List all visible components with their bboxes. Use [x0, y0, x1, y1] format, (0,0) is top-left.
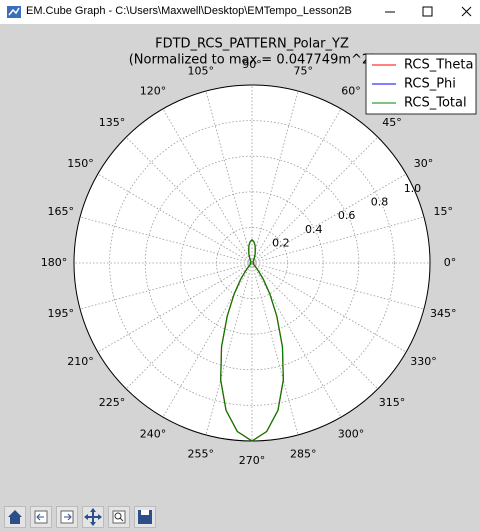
grid-spoke [251, 262, 407, 353]
grid-circle [144, 155, 360, 371]
grid-spoke [79, 262, 253, 310]
window-controls [385, 6, 472, 17]
grid-spoke [251, 262, 342, 418]
back-button[interactable] [30, 506, 52, 528]
angle-tick-label: 45° [382, 116, 402, 129]
grid-spoke [205, 262, 253, 436]
angle-tick-label: 300° [338, 427, 365, 440]
title-bar: EM.Cube Graph - C:\Users\Maxwell\Desktop… [0, 0, 480, 24]
icon [138, 510, 152, 524]
grid-circle [109, 120, 395, 406]
radial-tick-label: 0.8 [371, 196, 389, 209]
radial-tick-label: 0.4 [305, 223, 323, 236]
legend-label: RCS_Theta [404, 58, 473, 73]
angle-tick-label: 135° [99, 116, 126, 129]
icon [60, 510, 74, 524]
app-icon [7, 6, 21, 18]
angle-tick-label: 225° [99, 396, 126, 409]
angle-tick-label: 165° [47, 205, 74, 218]
grid-spoke [97, 173, 253, 264]
angle-tick-label: 120° [140, 85, 167, 98]
grid-spoke [251, 173, 407, 264]
angle-tick-label: 30° [414, 157, 434, 170]
window-title: EM.Cube Graph - C:\Users\Maxwell\Desktop… [26, 5, 352, 17]
angle-tick-label: 15° [434, 205, 454, 218]
grid-spoke [125, 262, 253, 390]
angle-tick-label: 210° [67, 355, 94, 368]
grid-spoke [205, 90, 253, 264]
icon [84, 508, 102, 526]
toolbar [0, 503, 480, 531]
icon [34, 510, 48, 524]
angle-tick-label: 285° [290, 447, 317, 460]
chart-title: FDTD_RCS_PATTERN_Polar_YZ [155, 37, 349, 52]
grid-spoke [251, 90, 299, 264]
close-button[interactable] [461, 6, 472, 17]
series-line [220, 239, 284, 442]
angle-tick-label: 240° [140, 427, 167, 440]
grid-spoke [251, 262, 299, 436]
zoom-button[interactable] [108, 506, 130, 528]
radial-tick-label: 1.0 [404, 182, 422, 195]
angle-tick-label: 60° [341, 85, 361, 98]
icon [112, 510, 126, 524]
angle-tick-label: 0° [444, 256, 457, 269]
radial-tick-label: 0.2 [272, 236, 290, 249]
grid-spoke [251, 216, 425, 264]
legend-label: RCS_Phi [404, 77, 456, 92]
angle-tick-label: 195° [47, 307, 74, 320]
grid-spoke [97, 262, 253, 353]
icon [8, 510, 22, 524]
save-button[interactable] [134, 506, 156, 528]
radial-tick-label: 0.6 [338, 209, 356, 222]
grid-spoke [251, 262, 379, 390]
angle-tick-label: 270° [239, 454, 266, 467]
maximize-button[interactable] [422, 6, 433, 17]
grid-spoke [125, 136, 253, 264]
grid-spoke [251, 262, 425, 310]
pan-button[interactable] [82, 506, 104, 528]
chart: FDTD_RCS_PATTERN_Polar_YZ (Normalized to… [41, 37, 477, 467]
angle-tick-label: 315° [379, 396, 406, 409]
grid-spoke [162, 108, 253, 264]
grid-spoke [251, 108, 342, 264]
angle-tick-label: 255° [188, 447, 215, 460]
legend-label: RCS_Total [404, 96, 467, 111]
grid-spoke [79, 216, 253, 264]
angle-tick-label: 345° [430, 307, 457, 320]
grid-spoke [162, 262, 253, 418]
angle-tick-label: 150° [67, 157, 94, 170]
chart-subtitle: (Normalized to max = 0.047749m^2) [129, 53, 376, 68]
angle-tick-label: 330° [410, 355, 437, 368]
home-button[interactable] [4, 506, 26, 528]
angle-tick-label: 180° [41, 256, 68, 269]
angle-tick-label: 90° [242, 58, 262, 71]
angle-tick-label: 75° [293, 65, 313, 78]
angle-tick-label: 105° [188, 65, 215, 78]
grid-spoke [251, 136, 379, 264]
forward-button[interactable] [56, 506, 78, 528]
